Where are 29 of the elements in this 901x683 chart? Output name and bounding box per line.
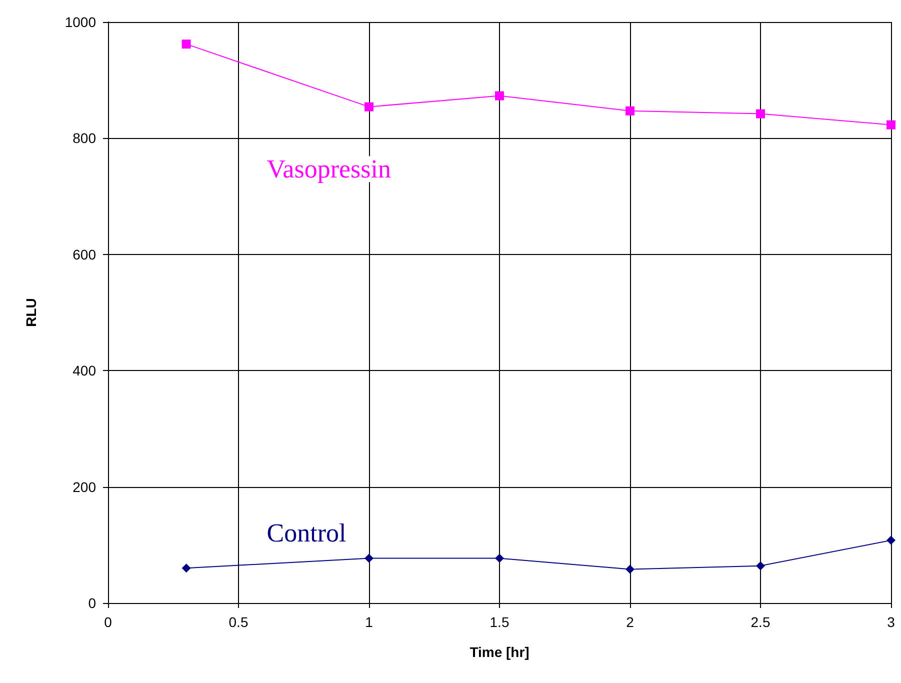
x-tick-label: 0.5	[228, 614, 248, 630]
point	[886, 536, 896, 545]
y-tick-label: 200	[72, 478, 96, 495]
series-label: Control	[266, 518, 346, 548]
y-tick-label: 1000	[64, 14, 96, 30]
point	[364, 554, 374, 563]
point	[886, 120, 896, 130]
x-axis-title: Time [hr]	[470, 644, 530, 660]
x-tick-label: 1.5	[490, 614, 510, 630]
y-axis-title: RLU	[23, 298, 39, 327]
point	[626, 564, 634, 574]
y-tick-label: 0	[88, 595, 96, 611]
point	[182, 564, 191, 573]
x-tick-label: 0	[104, 614, 112, 630]
y-tick-label: 600	[72, 246, 96, 262]
point	[182, 40, 191, 49]
point	[756, 561, 765, 570]
y-tick-label: 400	[72, 362, 96, 379]
series-label: Vasopressin	[266, 154, 392, 184]
y-tick-label: 800	[72, 130, 96, 146]
x-tick-label: 2.5	[750, 614, 770, 630]
x-tick-label: 1	[365, 614, 374, 630]
point	[364, 102, 374, 112]
point	[495, 91, 504, 100]
point	[495, 554, 504, 563]
point	[756, 109, 765, 118]
x-tick-label: 3	[887, 614, 896, 630]
x-tick-label: 2	[626, 614, 634, 630]
point	[626, 106, 634, 116]
